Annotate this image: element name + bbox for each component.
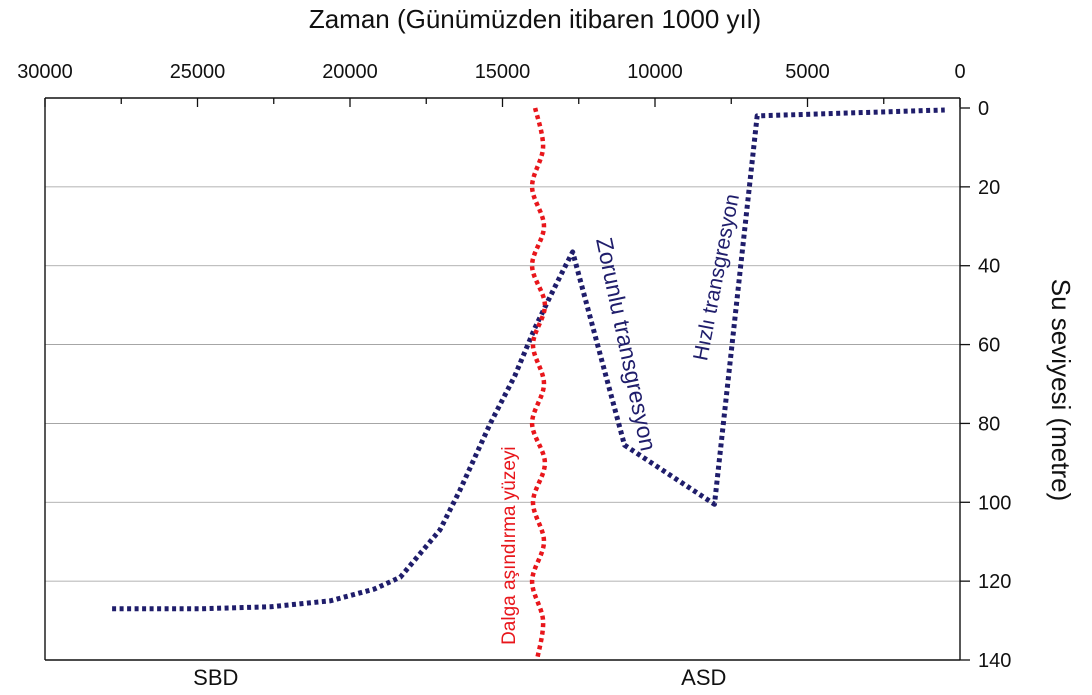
x-axis-title: Zaman (Günümüzden itibaren 1000 yıl) [309,4,761,34]
wave-erosion-surface-point-9 [544,462,546,464]
sea-level-curve-point-9 [514,375,516,377]
sea-level-curve-point-17 [944,109,946,111]
wave-erosion-surface-point-12 [531,580,533,582]
sea-level-curve-line [112,107,945,612]
wave-erosion-label: Dalga aşındırma yüzeyi [499,446,520,645]
sea-level-curve-point-16 [756,115,758,117]
x-tick-label-0: 0 [954,61,965,83]
x-tick-label-5000: 5000 [785,61,830,83]
sea-level-curve-point-11 [549,296,551,298]
y-tick-label-120: 120 [978,571,1011,593]
y-axis-title: Su seviyesi (metre) [1046,279,1076,502]
sea-level-curve-point-4 [373,588,375,590]
y-tick-label-100: 100 [978,492,1011,514]
axes: 30000 25000 20000 15000 10000 5000 00 20 40 60 80 1… [17,61,1011,672]
series [111,107,946,661]
sea-level-curve-point-12 [563,269,565,271]
sea-level-curve-point-7 [459,489,461,491]
sea-level-curve-point-3 [329,600,331,602]
y-tick-label-60: 60 [978,335,1000,357]
wave-erosion-surface-point-6 [532,344,534,346]
asd-label: ASD [681,665,726,690]
wave-erosion-surface-point-7 [543,383,545,385]
wave-erosion-surface-point-14 [536,659,538,661]
wave-erosion-surface-point-11 [543,541,545,543]
sea-level-curve-point-8 [489,422,491,424]
x-tick-label-30000: 30000 [17,61,73,83]
y-tick-label-140: 140 [978,650,1011,672]
sbd-label: SBD [193,665,238,690]
sea-level-curve-points [111,109,946,610]
sea-level-curve-point-15 [713,503,715,505]
wave-erosion-surface-point-5 [544,304,546,306]
sea-level-curve-point-0 [111,608,113,610]
y-tick-label-80: 80 [978,413,1000,435]
wave-erosion-surface-point-1 [542,146,544,148]
wave-erosion-surface-point-13 [542,620,544,622]
sea-level-curve-point-13 [572,251,574,253]
wave-erosion-surface-point-0 [534,107,536,109]
x-tick-label-10000: 10000 [627,61,683,83]
y-tick-label-20: 20 [978,177,1000,199]
x-tick-label-15000: 15000 [475,61,531,83]
x-tick-label-25000: 25000 [170,61,226,83]
sea-level-curve-point-5 [399,576,401,578]
wave-erosion-surface-line [529,107,548,661]
wave-erosion-surface-point-4 [531,265,533,267]
rapid-transgression-label: Hızlı transgresyon [689,192,744,363]
sea-level-curve-point-6 [439,529,441,531]
wave-erosion-surface-point-10 [532,501,534,503]
wave-erosion-surface-point-3 [543,225,545,227]
wave-erosion-surface-point-2 [531,186,533,188]
sea-level-curve-point-14 [624,444,626,446]
x-tick-label-20000: 20000 [322,61,378,83]
wave-erosion-surface-point-8 [531,422,533,424]
y-tick-label-40: 40 [978,256,1000,278]
sea-level-curve-point-1 [200,608,202,610]
y-tick-label-0: 0 [978,98,989,120]
sea-level-curve-point-2 [270,606,272,608]
gridlines [45,186,960,582]
